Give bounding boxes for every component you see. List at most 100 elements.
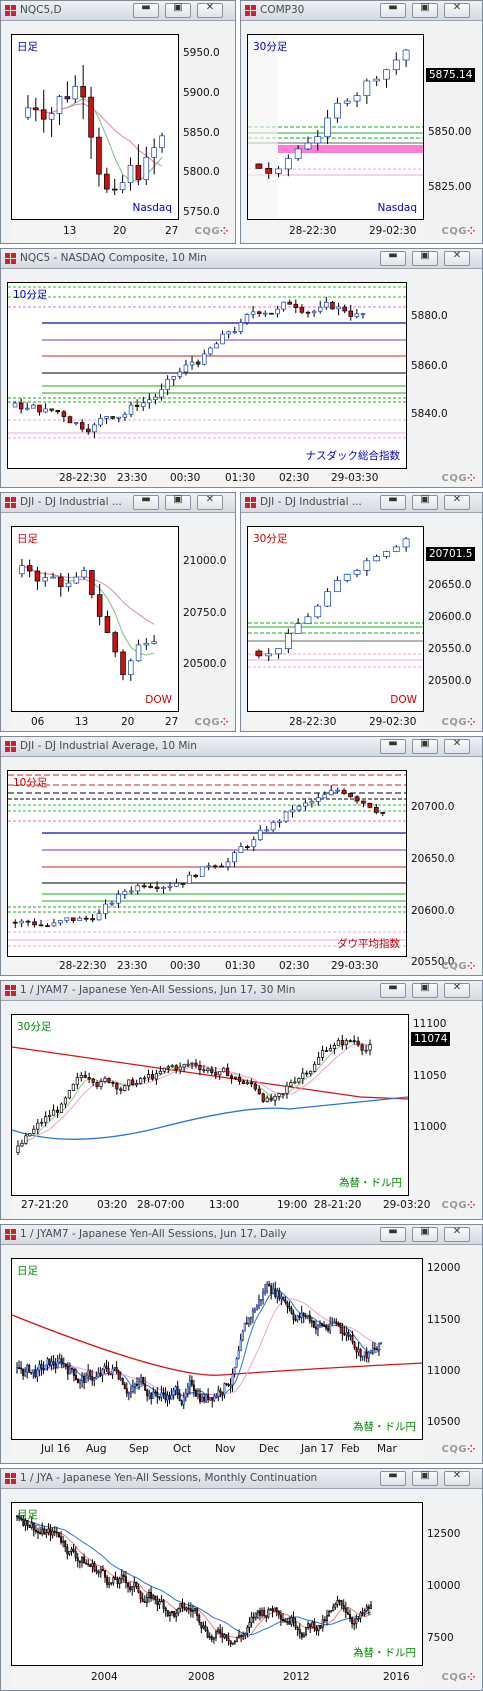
close-button[interactable]: ✕ [197, 494, 223, 510]
close-button[interactable]: ✕ [444, 494, 470, 510]
price-plot[interactable]: 30分足 Nasdaq [247, 34, 424, 220]
candle [176, 1380, 179, 1400]
y-tick-label: 20650.0 [411, 853, 455, 865]
candle [367, 802, 373, 809]
minimize-button[interactable]: ▬ [380, 2, 406, 18]
chart-window[interactable]: DJI - DJ Industrial Average, 10 Min ▬ ▣ ✕ 10… [0, 736, 483, 976]
price-plot[interactable]: 30分足 DOW [247, 526, 424, 712]
price-plot[interactable]: 月足 為替・ドル円 [11, 1502, 423, 1666]
minimize-button[interactable]: ▬ [380, 982, 406, 998]
chart-window[interactable]: 1 / JYA - Japanese Yen-All Sessions, Mon… [0, 1468, 483, 1691]
candle [245, 844, 250, 850]
moving-average-line [16, 1289, 382, 1400]
minimize-button[interactable]: ▬ [380, 494, 406, 510]
chart-window[interactable]: 1 / JYAM7 - Japanese Yen-All Sessions, J… [0, 1224, 483, 1464]
price-plot[interactable]: 30分足 為替・ドル円 [11, 1014, 409, 1196]
window-title: 1 / JYAM7 - Japanese Yen-All Sessions, J… [20, 984, 296, 996]
candle [12, 401, 18, 408]
candle [355, 1346, 358, 1359]
candle [103, 899, 108, 919]
candle [31, 403, 36, 409]
candle [353, 568, 361, 578]
candle [319, 1624, 322, 1630]
title-bar[interactable]: 1 / JYAM7 - Japanese Yen-All Sessions, J… [1, 981, 482, 1001]
candle [269, 312, 274, 315]
price-plot[interactable]: 10分足 ダウ平均指数 [7, 770, 407, 957]
price-plot[interactable]: 日足 為替・ドル円 [11, 1258, 423, 1440]
close-button[interactable]: ✕ [444, 738, 470, 754]
close-button[interactable]: ✕ [444, 1226, 470, 1242]
close-button[interactable]: ✕ [197, 2, 223, 18]
candle [309, 1623, 312, 1633]
chart-window[interactable]: COMP30 ▬ ▣ ✕ 30分足 Nasdaq 5850.00 5825.00 5875.14… [240, 0, 483, 244]
restore-button[interactable]: ▣ [412, 982, 438, 998]
title-bar[interactable]: NQC5,D ▬ ▣ ✕ [1, 1, 235, 21]
candle [342, 1599, 345, 1612]
candle [256, 310, 262, 317]
restore-button[interactable]: ▣ [412, 494, 438, 510]
chart-window[interactable]: DJI - DJ Industrial ... ▬ ▣ ✕ 日足 DOW 21000.0 20… [0, 492, 236, 732]
candle [89, 1563, 92, 1568]
restore-button[interactable]: ▣ [412, 250, 438, 266]
close-button[interactable]: ✕ [444, 1470, 470, 1486]
candle [191, 1604, 194, 1618]
minimize-button[interactable]: ▬ [133, 494, 159, 510]
restore-button[interactable]: ▣ [412, 1226, 438, 1242]
restore-button[interactable]: ▣ [165, 494, 191, 510]
candle [186, 1059, 190, 1067]
y-tick-label: 20500.0 [183, 658, 227, 670]
candle [229, 1378, 232, 1393]
minimize-button[interactable]: ▬ [133, 2, 159, 18]
close-button[interactable]: ✕ [444, 250, 470, 266]
minimize-button[interactable]: ▬ [380, 1470, 406, 1486]
chart-window[interactable]: NQC5,D ▬ ▣ ✕ 日足 Nasdaq 5950.0 5900.0 5850.0 5800.… [0, 0, 236, 244]
title-bar[interactable]: DJI - DJ Industrial ... ▬ ▣ ✕ [1, 493, 235, 513]
candle [240, 1633, 243, 1643]
x-tick-label: 29-02:30 [369, 716, 417, 728]
candle [19, 919, 25, 928]
restore-button[interactable]: ▣ [165, 2, 191, 18]
candle [173, 1610, 176, 1619]
title-bar[interactable]: COMP30 ▬ ▣ ✕ [241, 1, 482, 21]
candle [101, 1565, 104, 1572]
candle [55, 1526, 58, 1538]
candle [346, 1607, 349, 1615]
title-bar[interactable]: DJI - DJ Industrial Average, 10 Min ▬ ▣ ✕ [1, 737, 482, 757]
chart-window[interactable]: 1 / JYAM7 - Japanese Yen-All Sessions, J… [0, 980, 483, 1220]
price-plot[interactable]: 日足 Nasdaq [11, 34, 179, 220]
minimize-button[interactable]: ▬ [380, 1226, 406, 1242]
restore-button[interactable]: ▣ [412, 2, 438, 18]
instrument-label: 為替・ドル円 [339, 1177, 402, 1189]
title-bar[interactable]: NQC5 - NASDAQ Composite, 10 Min ▬ ▣ ✕ [1, 249, 482, 269]
close-button[interactable]: ✕ [444, 2, 470, 18]
title-bar[interactable]: 1 / JYA - Japanese Yen-All Sessions, Mon… [1, 1469, 482, 1489]
candle [298, 1623, 301, 1639]
candle [162, 1387, 165, 1399]
chart-window[interactable]: DJI - DJ Industrial ... ▬ ▣ ✕ 30分足 DOW 20650.0… [240, 492, 483, 732]
title-bar[interactable]: DJI - DJ Industrial ... ▬ ▣ ✕ [241, 493, 482, 513]
restore-icon: ▣ [420, 982, 430, 993]
candle [249, 1316, 252, 1326]
candle [223, 1633, 226, 1640]
minimize-button[interactable]: ▬ [380, 250, 406, 266]
candle [202, 1621, 205, 1630]
minimize-icon: ▬ [388, 250, 398, 261]
candle [88, 87, 94, 159]
price-plot[interactable]: 日足 DOW [11, 526, 179, 712]
price-plot[interactable]: 10分足 ナスダック総合指数 [7, 282, 407, 469]
restore-button[interactable]: ▣ [412, 738, 438, 754]
chart-window[interactable]: NQC5 - NASDAQ Composite, 10 Min ▬ ▣ ✕ 10分足 ナス… [0, 248, 483, 488]
restore-button[interactable]: ▣ [412, 1470, 438, 1486]
title-bar[interactable]: 1 / JYAM7 - Japanese Yen-All Sessions, J… [1, 1225, 482, 1245]
candle [104, 167, 110, 193]
candle [367, 1604, 370, 1615]
close-button[interactable]: ✕ [444, 982, 470, 998]
last-price-badge: 20701.5 [426, 547, 476, 561]
minimize-button[interactable]: ▬ [380, 738, 406, 754]
candle [164, 1606, 167, 1617]
candle [71, 1083, 75, 1092]
candle [101, 1368, 104, 1383]
candle [170, 1388, 173, 1400]
candle [117, 1369, 120, 1381]
candle [360, 312, 366, 319]
